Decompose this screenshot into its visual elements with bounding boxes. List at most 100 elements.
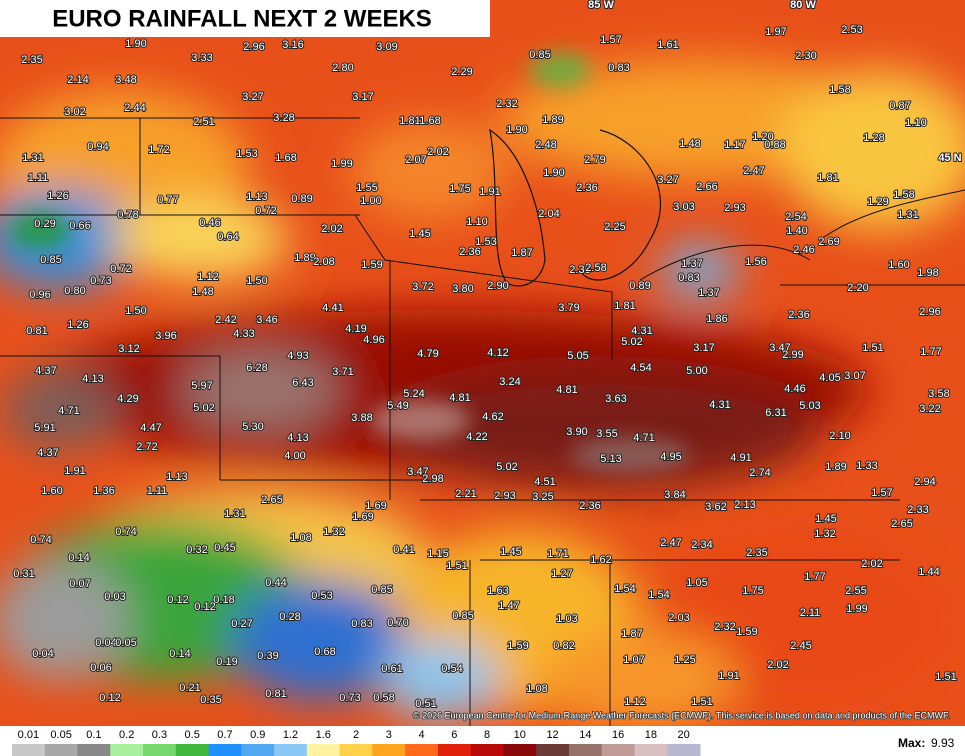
colorbar-tick-label: 8 xyxy=(484,729,490,741)
value-label: 2.44 xyxy=(124,102,145,114)
value-label: 1.89 xyxy=(542,114,563,126)
value-label: 2.94 xyxy=(914,476,935,488)
colorbar-swatch xyxy=(372,744,406,756)
value-label: 2.10 xyxy=(829,430,850,442)
value-label: 1.11 xyxy=(147,485,168,497)
value-label: 2.65 xyxy=(891,518,912,530)
colorbar-swatch xyxy=(667,744,701,756)
value-label: 0.77 xyxy=(157,194,178,206)
value-label: 1.60 xyxy=(41,485,62,497)
value-label: 0.04 xyxy=(32,648,53,660)
value-label: 1.57 xyxy=(600,34,621,46)
value-label: 0.45 xyxy=(214,542,235,554)
value-label: 0.41 xyxy=(393,544,414,556)
value-label: 1.08 xyxy=(526,683,547,695)
value-label: 1.37 xyxy=(681,258,702,270)
value-label: 1.31 xyxy=(224,508,245,520)
value-label: 4.54 xyxy=(630,362,651,374)
colorbar-swatch xyxy=(175,744,210,756)
value-label: 0.12 xyxy=(194,601,215,613)
value-label: 1.69 xyxy=(352,511,373,523)
value-label: 3.09 xyxy=(376,41,397,53)
value-label: 0.89 xyxy=(629,280,650,292)
colorbar-tick-label: 12 xyxy=(546,729,558,741)
value-label: 1.27 xyxy=(551,568,572,580)
value-label: 0.58 xyxy=(373,692,394,704)
value-label: 1.58 xyxy=(893,189,914,201)
colorbar-tick-label: 18 xyxy=(645,729,657,741)
value-label: 1.59 xyxy=(361,259,382,271)
value-label: 1.33 xyxy=(856,460,877,472)
value-label: 1.62 xyxy=(590,554,611,566)
value-label: 0.05 xyxy=(115,637,136,649)
value-label: 2.03 xyxy=(668,612,689,624)
value-label: 2.36 xyxy=(788,309,809,321)
value-label: 4.37 xyxy=(37,447,58,459)
value-label: 0.70 xyxy=(387,617,408,629)
colorbar-swatch xyxy=(437,744,472,756)
value-label: 2.29 xyxy=(451,66,472,78)
value-label: 2.69 xyxy=(818,236,839,248)
value-label: 5.02 xyxy=(621,336,642,348)
value-label: 5.24 xyxy=(403,388,424,400)
value-label: 2.98 xyxy=(422,473,443,485)
value-label: 3.48 xyxy=(115,74,136,86)
value-label: 1.20 xyxy=(752,131,773,143)
value-label: 1.51 xyxy=(862,342,883,354)
value-label: 0.03 xyxy=(104,591,125,603)
value-label: 0.14 xyxy=(68,552,89,564)
value-label: 1.13 xyxy=(246,191,267,203)
colorbar-tick-label: 16 xyxy=(612,729,624,741)
colorbar-tick-label: 0.05 xyxy=(50,729,71,741)
value-label: 3.03 xyxy=(673,201,694,213)
value-label: 2.25 xyxy=(604,221,625,233)
value-label: 1.29 xyxy=(867,196,888,208)
value-label: 3.24 xyxy=(499,376,520,388)
value-label: 0.73 xyxy=(90,275,111,287)
value-label: 1.75 xyxy=(742,585,763,597)
value-label: 1.99 xyxy=(331,158,352,170)
value-label: 1.32 xyxy=(323,526,344,538)
value-label: 3.63 xyxy=(605,393,626,405)
value-label: 4.31 xyxy=(709,399,730,411)
value-label: 2.42 xyxy=(215,314,236,326)
value-label: 6.43 xyxy=(292,377,313,389)
value-label: 5.03 xyxy=(799,400,820,412)
value-label: 0.07 xyxy=(69,578,90,590)
colorbar-swatch xyxy=(339,744,373,756)
value-label: 0.72 xyxy=(110,263,131,275)
value-label: 1.75 xyxy=(449,183,470,195)
value-label: 1.48 xyxy=(192,286,213,298)
value-label: 0.44 xyxy=(265,577,286,589)
value-label: 1.26 xyxy=(67,319,88,331)
value-label: 1.10 xyxy=(466,216,487,228)
value-labels: 2.35 1.90 3.33 2.96 3.16 3.09 2.80 2.29 0.85 1.57… xyxy=(12,23,957,711)
value-label: 1.28 xyxy=(863,132,884,144)
value-label: 1.10 xyxy=(905,117,926,129)
value-label: 2.02 xyxy=(861,558,882,570)
value-label: 3.79 xyxy=(558,302,579,314)
value-label: 4.91 xyxy=(730,452,751,464)
value-label: 0.85 xyxy=(371,584,392,596)
value-label: 4.51 xyxy=(534,476,555,488)
value-label: 1.89 xyxy=(825,461,846,473)
value-label: 4.00 xyxy=(284,450,305,462)
colorbar-tick-label: 0.7 xyxy=(217,729,232,741)
value-label: 2.32 xyxy=(496,98,517,110)
value-label: 3.72 xyxy=(412,281,433,293)
value-label: 0.74 xyxy=(30,534,51,546)
value-label: 2.96 xyxy=(243,41,264,53)
colorbar-swatch xyxy=(536,744,570,756)
value-label: 1.11 xyxy=(28,172,49,184)
value-label: 3.71 xyxy=(332,366,353,378)
value-label: 0.19 xyxy=(216,656,237,668)
value-label: 4.71 xyxy=(58,405,79,417)
value-label: 2.33 xyxy=(907,504,928,516)
colorbar: 0.01 0.05 0.1 0.2 0.3 0.5 0.7 0.9 1.2 1.6 2 3 4 6 8 10 1… xyxy=(12,729,701,756)
value-label: 1.86 xyxy=(706,313,727,325)
value-label: 3.27 xyxy=(657,174,678,186)
value-label: 3.17 xyxy=(352,91,373,103)
value-label: 1.44 xyxy=(918,566,939,578)
value-label: 0.85 xyxy=(40,254,61,266)
